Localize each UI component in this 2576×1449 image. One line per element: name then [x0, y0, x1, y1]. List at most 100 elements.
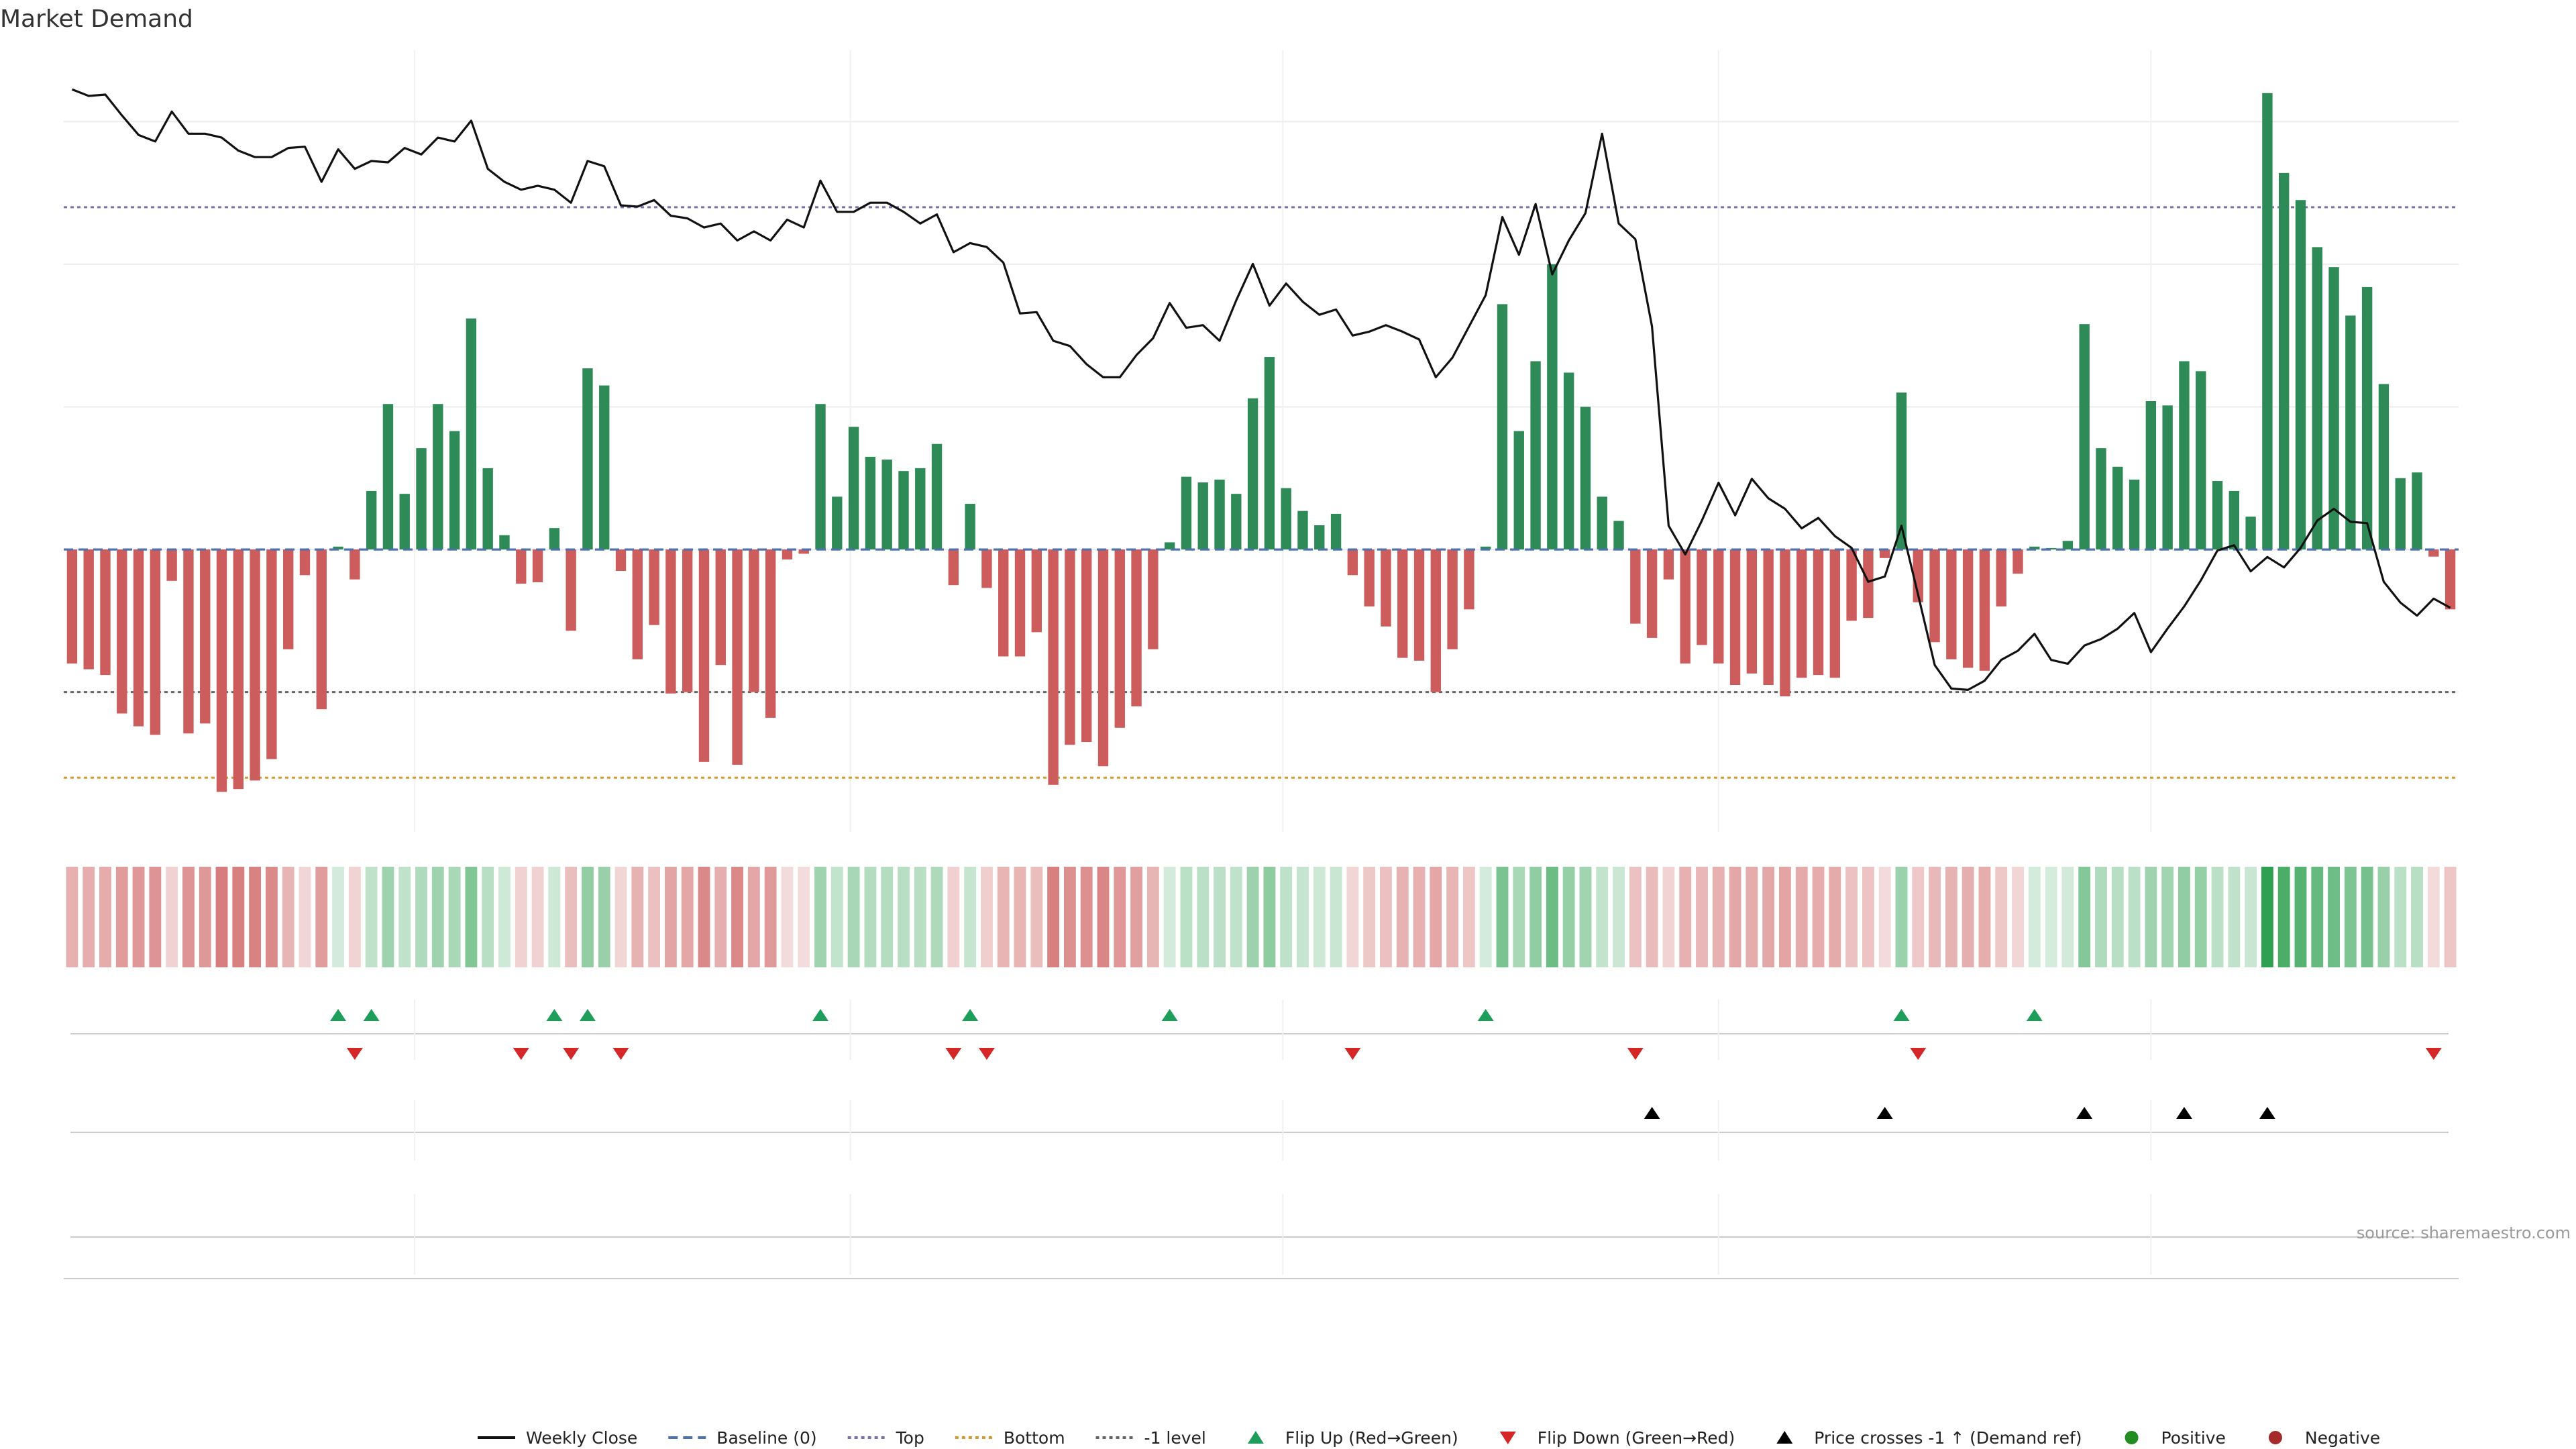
demand-bar	[2012, 549, 2023, 574]
heat-cell	[565, 867, 578, 967]
demand-bar	[582, 368, 593, 550]
legend-label: Price crosses -1 ↑ (Demand ref)	[1814, 1428, 2082, 1448]
demand-bar	[1680, 549, 1690, 664]
demand-bar	[1481, 546, 1491, 550]
heat-cell	[2045, 867, 2057, 967]
demand-bar	[2345, 315, 2356, 550]
demand-bar	[200, 549, 211, 724]
heat-cell	[2277, 867, 2290, 967]
demand-bar	[2129, 479, 2140, 550]
demand-bar	[782, 549, 793, 559]
demand-bar	[915, 468, 926, 550]
heat-cell	[299, 867, 311, 967]
heat-cell	[2311, 867, 2324, 967]
heat-cell	[2078, 867, 2091, 967]
heat-cell	[847, 867, 860, 967]
demand-bar	[1314, 525, 1325, 550]
demand-bar	[765, 549, 776, 718]
demand-bar	[1114, 549, 1125, 728]
legend: Weekly Close Baseline (0) Top Bottom -1 leve…	[478, 1428, 2380, 1448]
demand-bar	[2045, 547, 2057, 550]
heat-cell	[714, 867, 727, 967]
heat-cell	[332, 867, 344, 967]
demand-bar	[1796, 549, 1807, 678]
heat-cell	[1662, 867, 1675, 967]
heat-cell	[1679, 867, 1692, 967]
demand-bar	[2212, 481, 2223, 550]
legend-swatch-triangle-up	[1776, 1431, 1793, 1444]
demand-bar	[516, 549, 527, 584]
demand-bar	[2145, 400, 2157, 550]
heat-cell	[448, 867, 461, 967]
demand-bar	[749, 549, 759, 692]
demand-bar	[698, 549, 710, 762]
price-cross-marker	[2259, 1107, 2275, 1119]
demand-bar	[316, 549, 327, 710]
demand-bar	[433, 404, 443, 550]
heat-cell	[1945, 867, 1957, 967]
heat-cell	[2161, 867, 2174, 967]
heat-cell	[282, 867, 294, 967]
heat-cell	[2361, 867, 2373, 967]
heat-cell	[914, 867, 926, 967]
heat-cell	[614, 867, 627, 967]
heat-cell	[2145, 867, 2157, 967]
source-note: source: sharemaestro.com	[2357, 1224, 2571, 1242]
demand-heat-strip	[66, 867, 2457, 967]
demand-bar	[2445, 549, 2456, 610]
demand-bar	[166, 549, 177, 581]
heat-cell	[1613, 867, 1625, 967]
demand-bar	[1197, 482, 1208, 550]
legend-label: Top	[896, 1428, 924, 1448]
demand-bar	[382, 404, 394, 550]
heat-cell	[1579, 867, 1592, 967]
demand-bar	[100, 549, 111, 676]
demand-bar	[832, 496, 843, 550]
heat-cell	[382, 867, 394, 967]
flip-up-marker	[363, 1009, 380, 1021]
heat-cell	[1746, 867, 1758, 967]
demand-bar	[1846, 549, 1857, 621]
heat-cell	[2211, 867, 2224, 967]
flip-up-marker	[1161, 1009, 1178, 1021]
legend-label: -1 level	[1144, 1428, 1206, 1448]
demand-bar	[499, 535, 510, 550]
heat-cell	[2111, 867, 2124, 967]
demand-bar	[1413, 549, 1425, 661]
heat-cell	[631, 867, 644, 967]
flip-up-marker	[1893, 1009, 1910, 1021]
demand-bar	[898, 471, 909, 550]
heat-cell	[2328, 867, 2340, 967]
demand-bar	[615, 549, 627, 571]
heat-cell	[698, 867, 710, 967]
heat-cell	[864, 867, 877, 967]
demand-bar	[632, 549, 643, 659]
demand-bar	[1148, 549, 1159, 649]
demand-bar	[1929, 549, 1940, 643]
heat-cell	[548, 867, 561, 967]
heat-cell	[1197, 867, 1210, 967]
heat-cell	[1646, 867, 1658, 967]
demand-bar	[1048, 549, 1059, 785]
heat-cell	[1396, 867, 1409, 967]
demand-bar	[1697, 549, 1707, 645]
demand-bar	[1646, 549, 1658, 638]
demand-bar	[1829, 549, 1840, 678]
legend-label: Negative	[2305, 1428, 2380, 1448]
demand-bar	[798, 549, 809, 554]
heat-cell	[2261, 867, 2273, 967]
heat-cell	[1562, 867, 1575, 967]
demand-bar	[1330, 513, 1342, 550]
heat-cell	[1779, 867, 1791, 967]
heat-cell	[1330, 867, 1342, 967]
heat-cell	[648, 867, 661, 967]
demand-bar	[1430, 549, 1441, 692]
heat-cell	[1762, 867, 1775, 967]
demand-bar	[599, 385, 610, 550]
heat-cell	[930, 867, 943, 967]
heat-cell	[582, 867, 594, 967]
heat-cell	[232, 867, 245, 967]
price-cross-marker	[2176, 1107, 2192, 1119]
heat-cell	[997, 867, 1010, 967]
heat-cell	[1795, 867, 1808, 967]
